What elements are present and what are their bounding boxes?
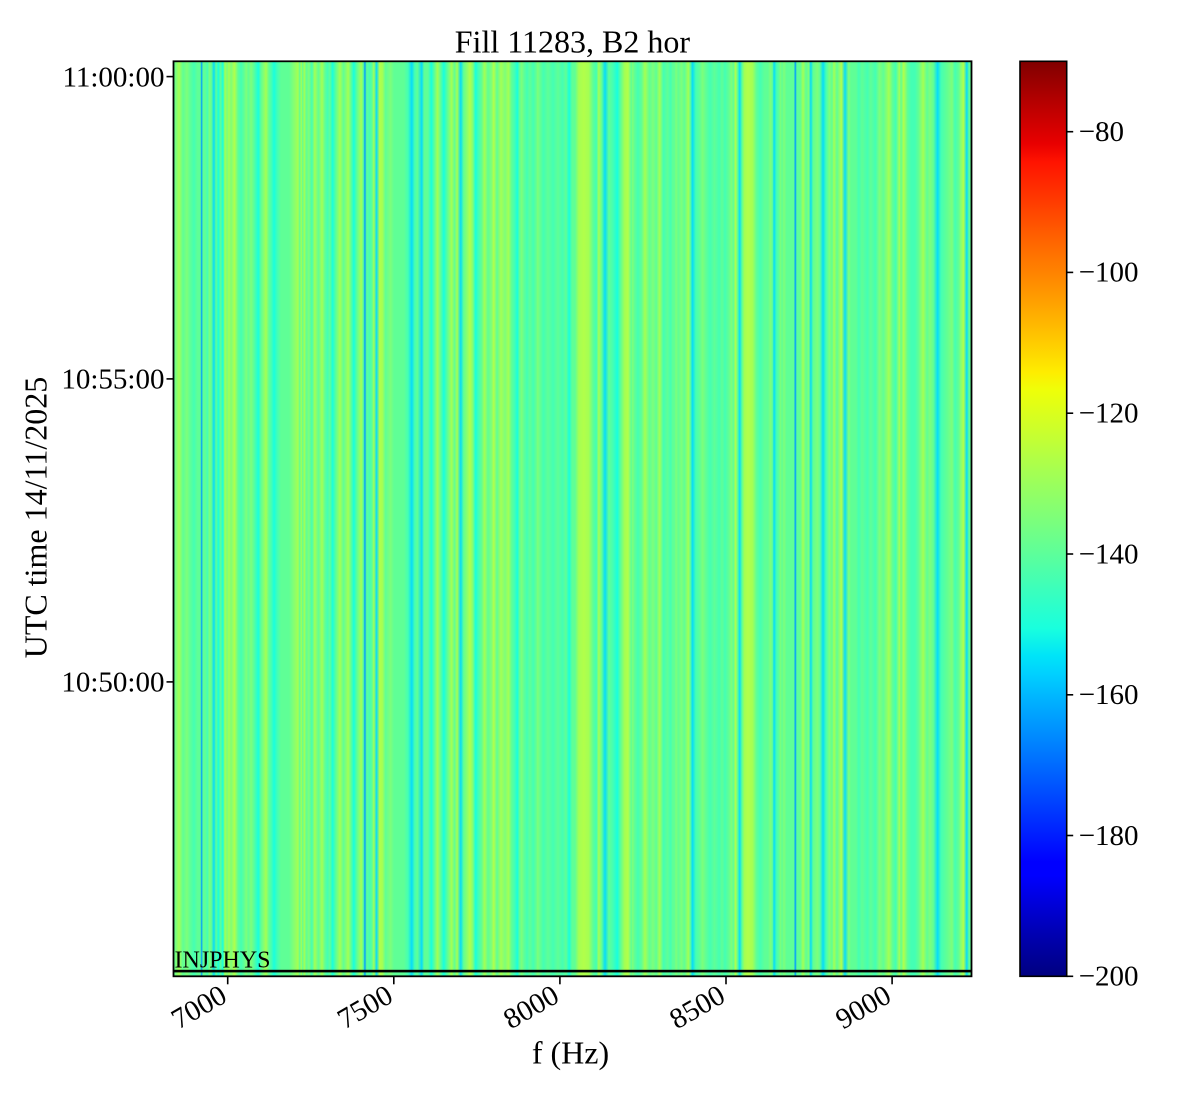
svg-text:10:55:00: 10:55:00 [61, 364, 164, 396]
svg-text:−160: −160 [1079, 679, 1139, 711]
svg-text:f (Hz): f (Hz) [532, 1035, 609, 1071]
svg-text:UTC time 14/11/2025: UTC time 14/11/2025 [18, 377, 54, 658]
svg-text:−180: −180 [1079, 820, 1139, 852]
svg-text:−200: −200 [1079, 961, 1139, 993]
svg-text:−140: −140 [1079, 538, 1139, 570]
svg-text:INJPHYS: INJPHYS [175, 948, 271, 974]
svg-text:11:00:00: 11:00:00 [62, 61, 164, 93]
svg-text:10:50:00: 10:50:00 [61, 667, 164, 699]
svg-text:−80: −80 [1079, 116, 1124, 148]
svg-text:−120: −120 [1079, 398, 1139, 430]
svg-text:Fill 11283, B2 hor: Fill 11283, B2 hor [455, 23, 691, 59]
svg-text:−100: −100 [1079, 257, 1139, 289]
